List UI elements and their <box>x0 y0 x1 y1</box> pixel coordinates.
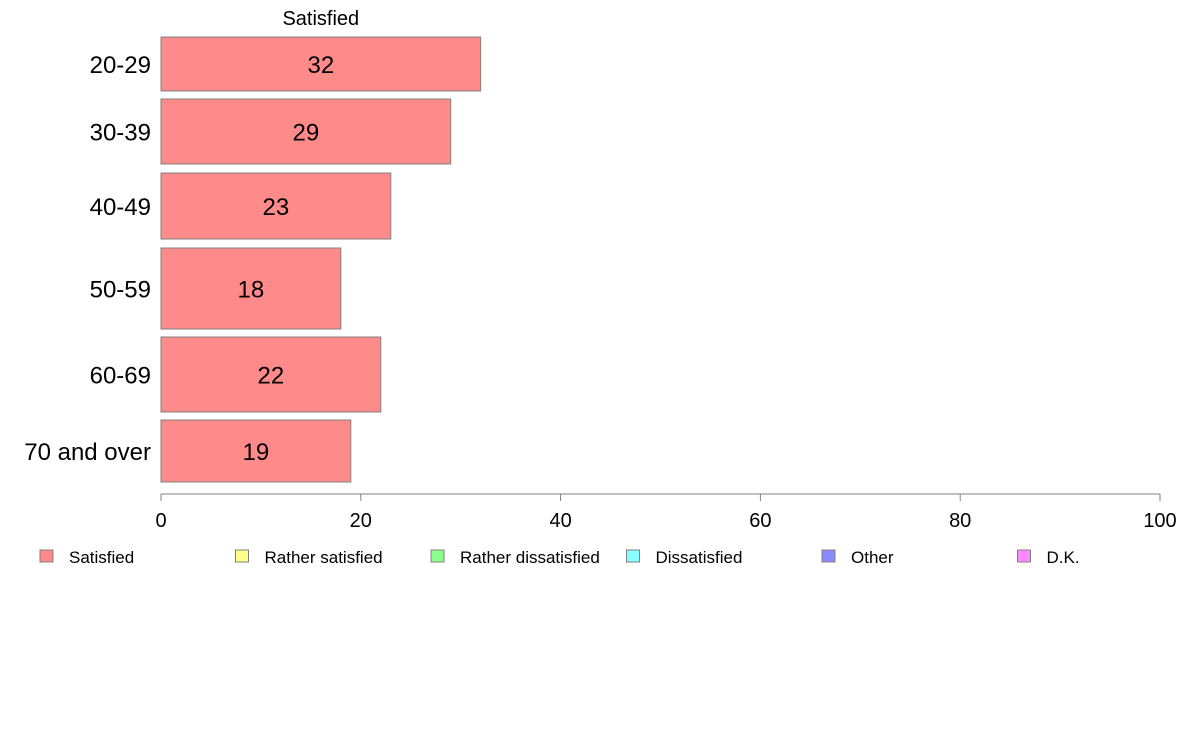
bar-segment <box>160 98 452 165</box>
category-label: 40-49 <box>90 194 151 221</box>
series-header-label: Satisfied <box>282 8 359 30</box>
x-tick-label: 40 <box>549 510 571 532</box>
x-tick-label: 80 <box>949 510 971 532</box>
data-label: 29 <box>293 120 320 147</box>
legend-label: Satisfied <box>69 548 134 567</box>
legend-label: Rather dissatisfied <box>460 548 600 567</box>
category-label: 70 and over <box>24 439 151 466</box>
legend-label: D.K. <box>1047 548 1080 567</box>
data-label: 18 <box>238 277 265 304</box>
category-label: 50-59 <box>90 277 151 304</box>
legend: Satisfied Rather satisfied Rather dissatis… <box>39 548 1080 567</box>
x-tick-label: 100 <box>1143 510 1176 532</box>
bar-segment <box>160 247 342 330</box>
category-label: 60-69 <box>90 363 151 390</box>
legend-swatch <box>235 549 249 563</box>
legend-label: Rather satisfied <box>265 548 383 567</box>
legend-swatch <box>821 549 836 563</box>
x-axis: 0 20 40 60 80 100 <box>155 493 1177 532</box>
legend-label: Dissatisfied <box>656 548 743 567</box>
category-label: 30-39 <box>90 120 151 147</box>
bar-segment <box>160 36 482 92</box>
bar-segment <box>160 336 382 413</box>
bars-group: Satisfied 20-29 32 30-39 29 40-49 23 50-59 18 60-… <box>24 8 482 483</box>
data-label: 19 <box>243 439 270 466</box>
bar-segment <box>160 172 392 240</box>
bar-segment <box>160 419 352 483</box>
category-label: 20-29 <box>90 52 151 79</box>
legend-swatch <box>1017 549 1031 563</box>
legend-swatch <box>39 549 54 563</box>
x-tick-label: 0 <box>155 510 166 532</box>
legend-swatch <box>430 549 445 563</box>
x-tick-label: 60 <box>749 510 771 532</box>
legend-label: Other <box>851 548 894 567</box>
data-label: 22 <box>258 363 285 390</box>
legend-swatch <box>626 549 640 563</box>
x-tick-label: 20 <box>350 510 372 532</box>
data-label: 23 <box>263 194 290 221</box>
data-label: 32 <box>307 52 334 79</box>
